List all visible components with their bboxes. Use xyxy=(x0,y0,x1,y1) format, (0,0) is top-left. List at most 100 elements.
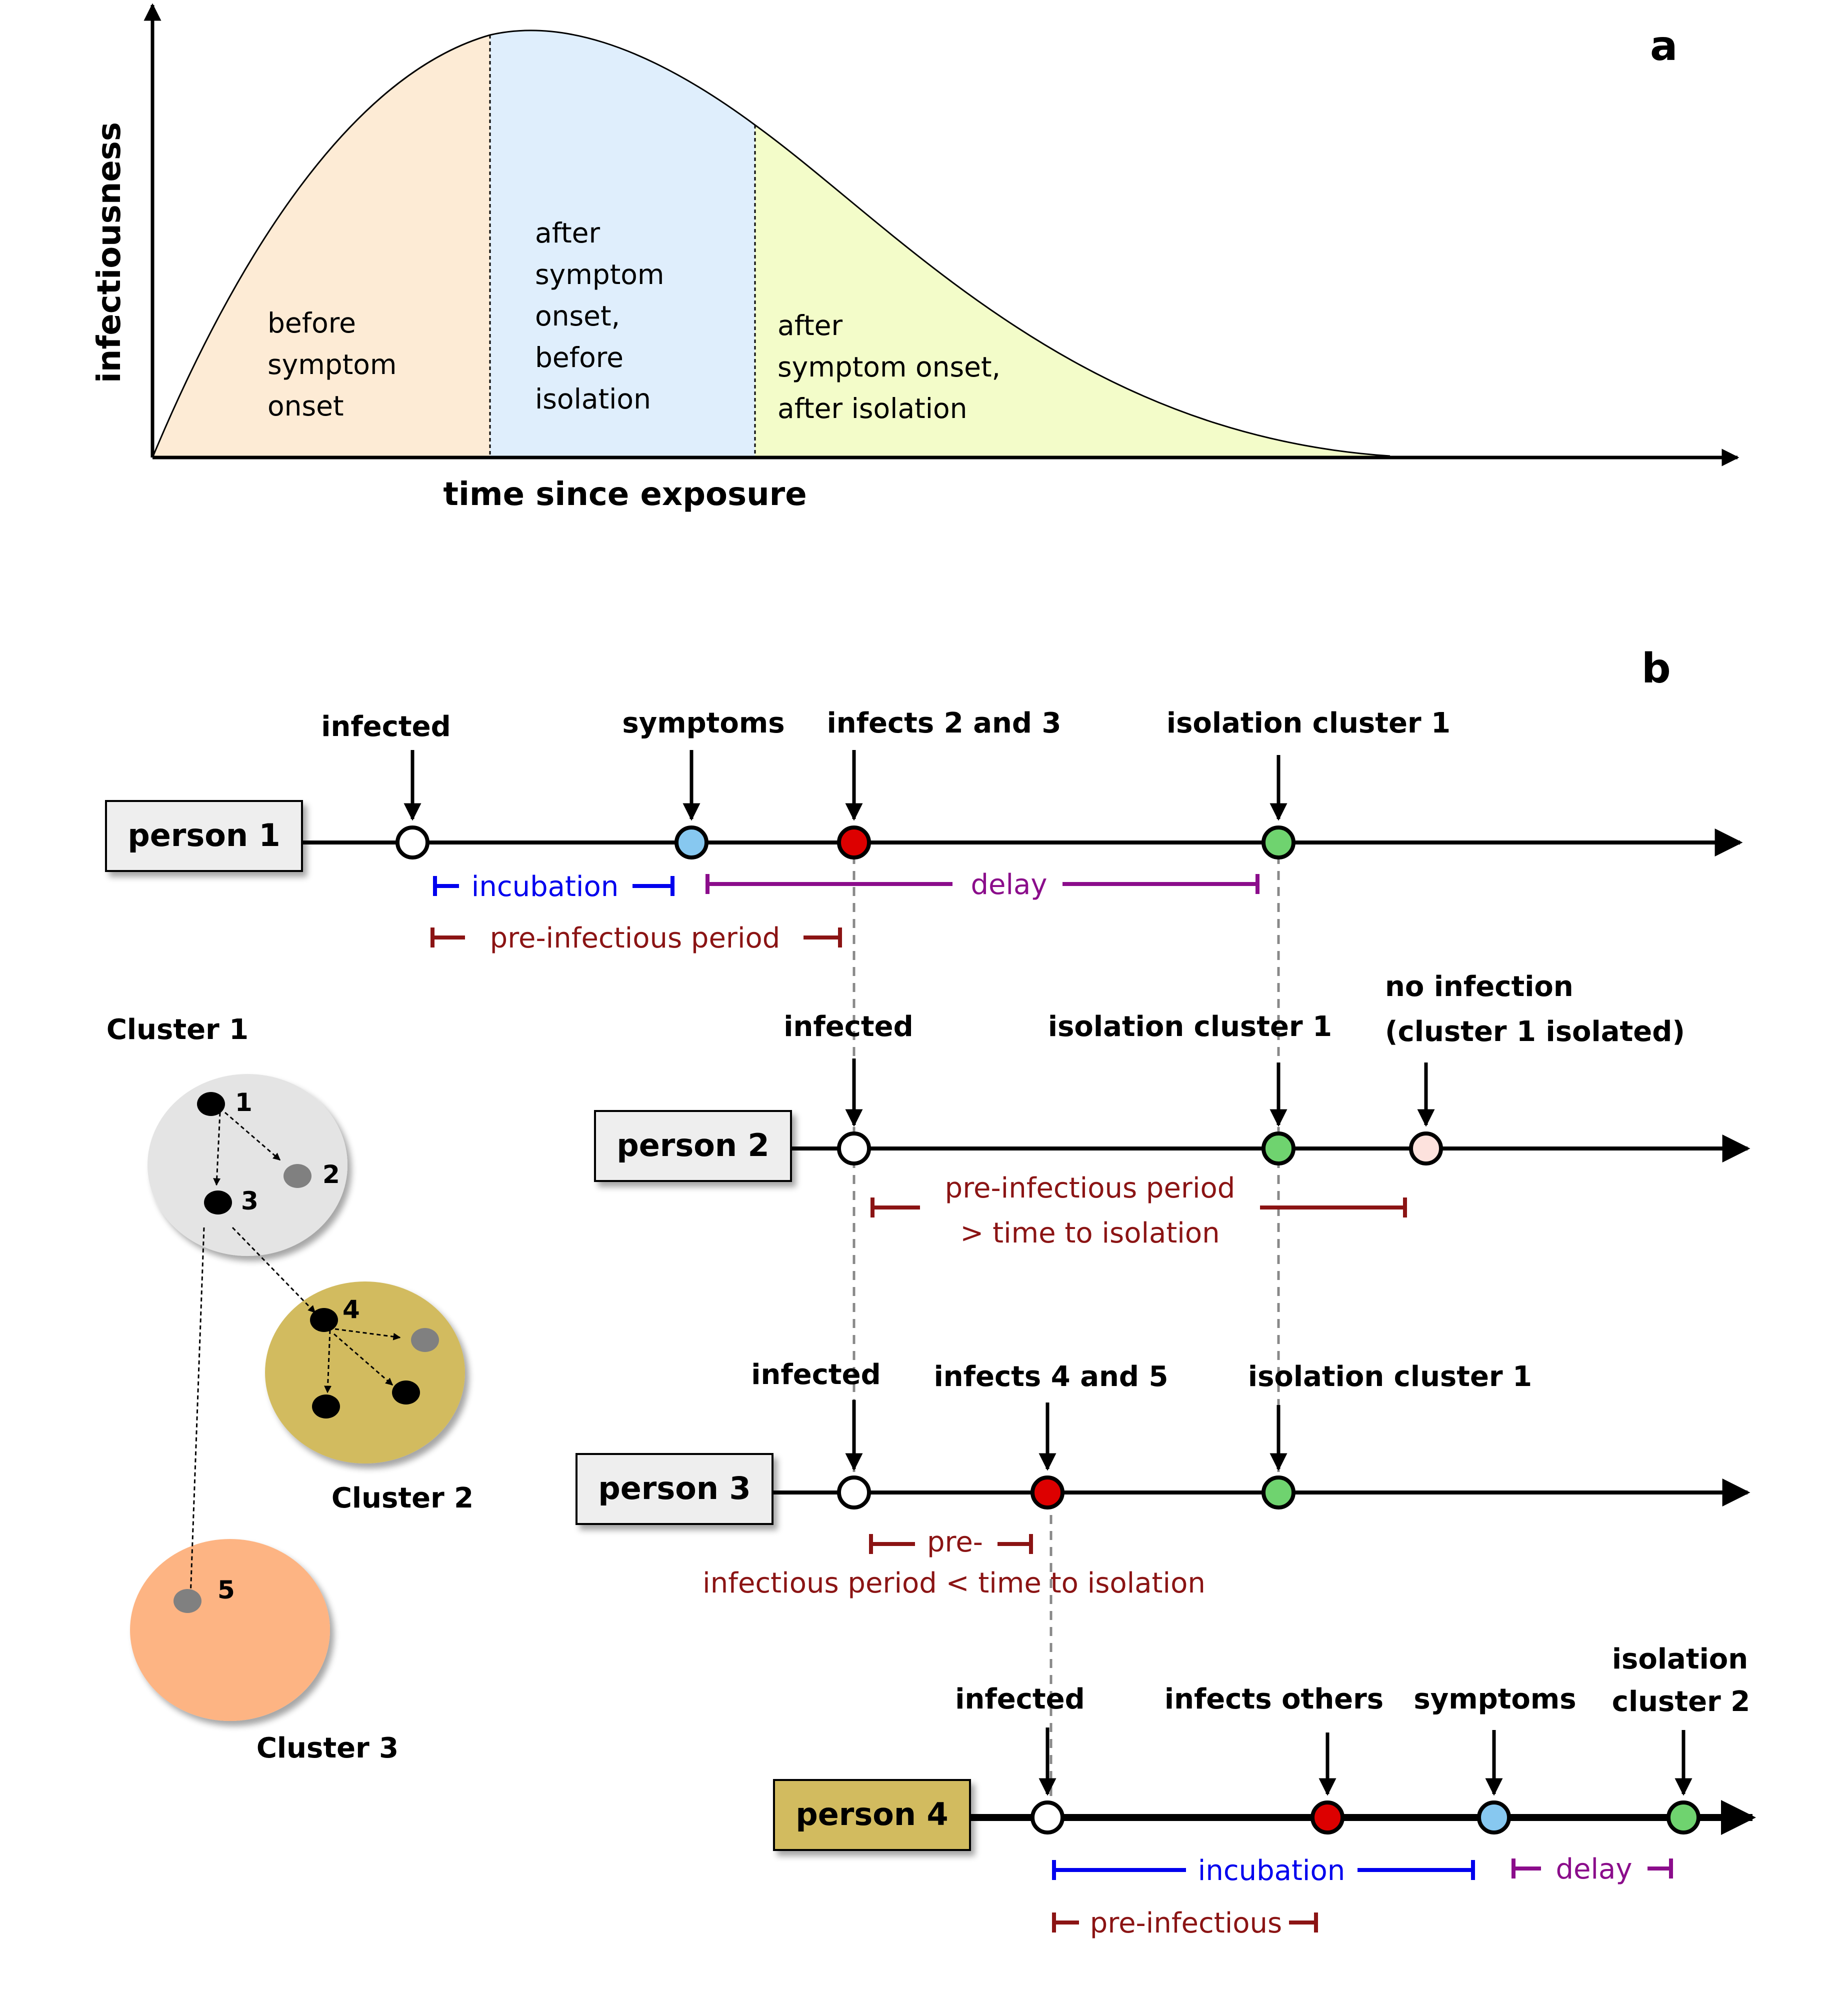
region-before-onset xyxy=(152,35,490,458)
panel-a: infectiousness time since exposure a bef… xyxy=(91,3,1740,513)
interval-pre-infectious-label: pre-infectious period xyxy=(490,922,780,954)
y-axis-label: infectiousness xyxy=(91,122,128,383)
cluster-1-title: Cluster 1 xyxy=(106,1014,248,1046)
event-infects-marker xyxy=(1030,1476,1064,1510)
person-name: person 3 xyxy=(598,1470,750,1506)
interval-incubation-label: incubation xyxy=(1198,1854,1345,1887)
event-isolation-label: isolation cluster 1 xyxy=(1166,707,1450,740)
event-infected-label: infected xyxy=(751,1358,880,1391)
node-1 xyxy=(197,1092,225,1116)
event-isolation-marker xyxy=(1262,1132,1296,1166)
interval-comparison-label: infectious period < time to isolation xyxy=(702,1567,1206,1600)
interval-pre-infectious xyxy=(1052,1912,1318,1932)
node-5-label: 5 xyxy=(218,1576,235,1604)
node-1-label: 1 xyxy=(235,1088,252,1117)
dashed-links xyxy=(852,855,1280,1820)
panel-a-label: a xyxy=(1650,22,1678,70)
cluster-diagram: Cluster 1 Cluster 2 Cluster 3 1 2 xyxy=(106,1014,474,1764)
event-infected-marker xyxy=(837,1132,871,1166)
event-infected-label: infected xyxy=(955,1683,1084,1716)
region-after-isolation xyxy=(755,125,1390,458)
interval-delay xyxy=(706,874,1260,894)
region-before-isolation xyxy=(490,30,755,458)
svg-text:symptom onset,: symptom onset, xyxy=(778,351,1000,383)
event-isolation-label: isolation cluster 1 xyxy=(1048,1010,1332,1043)
node-3 xyxy=(204,1190,232,1214)
infection-links xyxy=(186,1112,401,1611)
node-4-contact-b xyxy=(312,1394,340,1418)
svg-text:onset: onset xyxy=(268,390,344,422)
node-4 xyxy=(310,1308,338,1332)
event-isolation-label: isolation cluster 1 xyxy=(1248,1360,1532,1393)
node-4-contact-c xyxy=(392,1380,420,1404)
event-no-infection-note: (cluster 1 isolated) xyxy=(1385,1016,1685,1048)
cluster-3-title: Cluster 3 xyxy=(256,1732,398,1764)
event-isolation-label-2: cluster 2 xyxy=(1612,1686,1750,1718)
node-3-label: 3 xyxy=(241,1186,258,1216)
event-symptoms-marker xyxy=(1477,1800,1511,1834)
event-infects-marker xyxy=(1310,1800,1344,1834)
timeline-person-2: person 2 infected isolation cluster 1 no… xyxy=(594,970,1750,1250)
svg-text:after isolation: after isolation xyxy=(778,392,968,424)
node-2 xyxy=(284,1164,312,1188)
interval-incubation xyxy=(433,876,674,896)
node-4-contact-a xyxy=(411,1328,439,1352)
event-infects-label: infects 2 and 3 xyxy=(827,707,1062,740)
event-infects-label: infects others xyxy=(1164,1683,1384,1716)
panel-b-label: b xyxy=(1642,645,1671,692)
region-label-before-isolation: after symptom onset, before isolation xyxy=(535,217,664,415)
interval-delay-label: delay xyxy=(1556,1853,1632,1886)
person-name: person 4 xyxy=(796,1796,948,1832)
event-infected-marker xyxy=(837,1476,871,1510)
cluster-3-bubble xyxy=(130,1539,330,1721)
interval-comparison-label: > time to isolation xyxy=(960,1217,1220,1250)
interval-delay-label: delay xyxy=(970,868,1047,901)
cluster-2-title: Cluster 2 xyxy=(332,1482,474,1514)
interval-pre-infectious-label: pre- xyxy=(927,1526,983,1558)
event-isolation-marker xyxy=(1666,1800,1700,1834)
cluster-1-bubble xyxy=(148,1074,348,1256)
event-isolation-marker xyxy=(1262,826,1296,860)
region-label-after-isolation: after symptom onset, after isolation xyxy=(778,310,1000,424)
cluster-2-bubble xyxy=(265,1282,465,1464)
interval-delay xyxy=(1512,1858,1673,1878)
region-label-before-onset: before symptom onset xyxy=(268,307,396,422)
event-symptoms-marker xyxy=(674,826,708,860)
interval-pre-infectious xyxy=(869,1534,1033,1554)
infectiousness-curve xyxy=(152,30,1390,458)
timeline-person-1: person 1 infected symptoms infects 2 and… xyxy=(105,707,1743,954)
svg-text:after: after xyxy=(535,217,600,249)
person-label-box xyxy=(773,1779,971,1851)
person-label-box xyxy=(594,1110,792,1182)
svg-text:onset,: onset, xyxy=(535,300,620,332)
svg-text:before: before xyxy=(268,307,356,339)
event-isolation-label: isolation xyxy=(1612,1643,1748,1676)
svg-text:isolation: isolation xyxy=(535,383,651,415)
interval-pre-infectious-label: pre-infectious period xyxy=(945,1172,1236,1204)
interval-pre-infectious xyxy=(430,928,842,948)
event-no-infection-label: no infection xyxy=(1385,970,1574,1003)
event-symptoms-label: symptoms xyxy=(1414,1683,1576,1716)
person-label-box xyxy=(105,800,303,872)
node-5 xyxy=(174,1589,202,1613)
event-infected-label: infected xyxy=(784,1010,913,1043)
person-name: person 1 xyxy=(128,817,280,854)
event-infected-marker xyxy=(1030,1800,1064,1834)
person-label-box xyxy=(576,1453,774,1525)
timeline-person-3: person 3 infected infects 4 and 5 isolat… xyxy=(576,1358,1750,1600)
person-name: person 2 xyxy=(616,1127,769,1164)
svg-text:before: before xyxy=(535,342,624,374)
interval-incubation xyxy=(1052,1860,1475,1880)
svg-text:after: after xyxy=(778,310,843,342)
event-infected-label: infected xyxy=(321,710,450,743)
interval-pre-infectious-label: pre-infectious xyxy=(1090,1907,1282,1940)
panel-b: b person 1 infected symptoms infects 2 a… xyxy=(105,645,1756,1940)
svg-text:symptom: symptom xyxy=(268,348,396,380)
node-4-label: 4 xyxy=(342,1295,360,1324)
interval-incubation-label: incubation xyxy=(472,870,618,903)
event-isolation-marker xyxy=(1262,1476,1296,1510)
node-2-label: 2 xyxy=(322,1160,340,1189)
x-axis-label: time since exposure xyxy=(443,476,806,513)
timeline-person-4: person 4 infected infects others symptom… xyxy=(773,1643,1756,1940)
